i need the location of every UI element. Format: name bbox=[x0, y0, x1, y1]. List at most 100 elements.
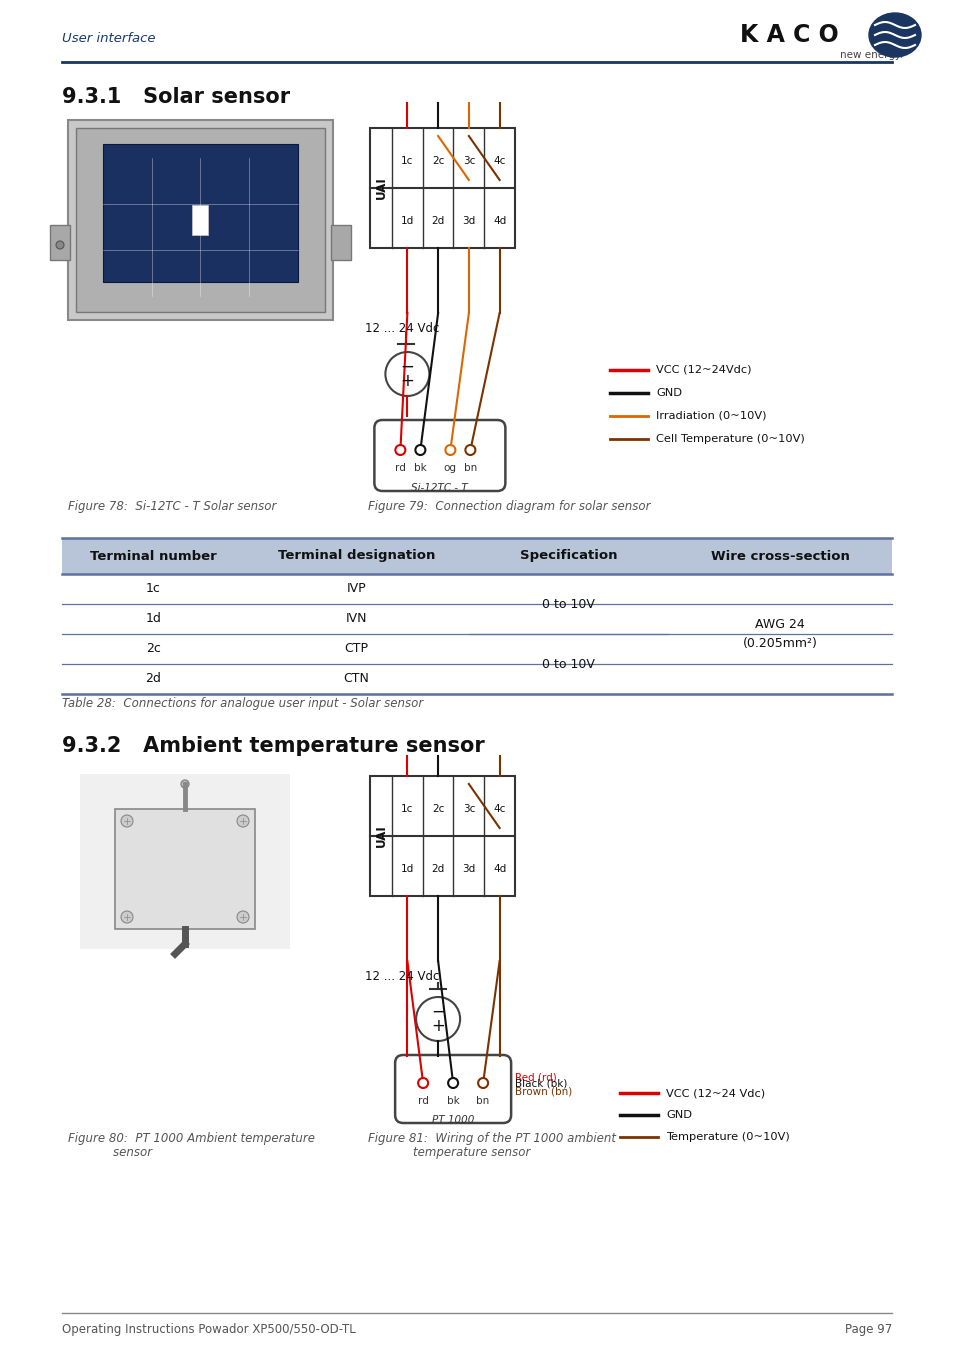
Text: Brown (bn): Brown (bn) bbox=[515, 1085, 572, 1096]
Bar bbox=[192, 205, 208, 235]
Circle shape bbox=[416, 998, 459, 1041]
Text: AWG 24
(0.205mm²): AWG 24 (0.205mm²) bbox=[741, 618, 817, 649]
Text: PT 1000: PT 1000 bbox=[432, 1115, 474, 1125]
Text: Terminal number: Terminal number bbox=[90, 549, 216, 563]
Bar bbox=[370, 128, 515, 248]
Circle shape bbox=[465, 446, 475, 455]
Text: Wire cross-section: Wire cross-section bbox=[710, 549, 848, 563]
Text: Red (rd): Red (rd) bbox=[515, 1072, 557, 1081]
Text: IVP: IVP bbox=[347, 582, 366, 595]
Text: +: + bbox=[431, 1017, 445, 1035]
Text: K A C O: K A C O bbox=[740, 23, 838, 47]
Text: 3d: 3d bbox=[462, 216, 475, 225]
Circle shape bbox=[385, 352, 429, 396]
Circle shape bbox=[56, 242, 64, 248]
Text: 4c: 4c bbox=[493, 157, 505, 166]
Text: 1c: 1c bbox=[146, 582, 160, 595]
Text: UAI: UAI bbox=[375, 825, 387, 848]
Text: +: + bbox=[400, 373, 414, 390]
Text: IVN: IVN bbox=[346, 613, 367, 625]
Text: 1d: 1d bbox=[400, 216, 414, 225]
Ellipse shape bbox=[868, 14, 920, 57]
Circle shape bbox=[477, 1079, 488, 1088]
Circle shape bbox=[236, 911, 249, 923]
Circle shape bbox=[415, 446, 425, 455]
Text: VCC (12~24 Vdc): VCC (12~24 Vdc) bbox=[665, 1088, 764, 1098]
Text: UAI: UAI bbox=[375, 177, 387, 200]
Text: −: − bbox=[431, 1003, 445, 1021]
FancyBboxPatch shape bbox=[374, 420, 505, 491]
Text: new energy.: new energy. bbox=[840, 50, 902, 59]
Text: 2d: 2d bbox=[431, 864, 444, 873]
Text: CTP: CTP bbox=[344, 643, 368, 656]
Bar bbox=[68, 120, 333, 320]
Text: Figure 78:  Si-12TC - T Solar sensor: Figure 78: Si-12TC - T Solar sensor bbox=[68, 500, 276, 513]
Text: bn: bn bbox=[463, 463, 476, 472]
Text: User interface: User interface bbox=[62, 31, 155, 45]
Text: Figure 80:  PT 1000 Ambient temperature: Figure 80: PT 1000 Ambient temperature bbox=[68, 1133, 314, 1145]
Text: Black (bk): Black (bk) bbox=[515, 1079, 567, 1089]
Bar bbox=[331, 225, 351, 261]
Circle shape bbox=[417, 1079, 428, 1088]
Text: 1d: 1d bbox=[400, 864, 414, 873]
Bar bbox=[50, 225, 70, 261]
Text: Temperature (0~10V): Temperature (0~10V) bbox=[665, 1133, 789, 1142]
Text: Figure 81:  Wiring of the PT 1000 ambient: Figure 81: Wiring of the PT 1000 ambient bbox=[368, 1133, 616, 1145]
Text: GND: GND bbox=[656, 387, 681, 398]
Text: 12 ... 24 Vdc: 12 ... 24 Vdc bbox=[365, 321, 439, 335]
Circle shape bbox=[448, 1079, 457, 1088]
Text: 3d: 3d bbox=[462, 864, 475, 873]
Text: VCC (12~24Vdc): VCC (12~24Vdc) bbox=[656, 364, 751, 375]
Text: Specification: Specification bbox=[519, 549, 617, 563]
Text: 0 to 10V: 0 to 10V bbox=[541, 598, 594, 610]
Bar bbox=[80, 774, 290, 949]
Text: GND: GND bbox=[665, 1110, 691, 1120]
Text: bk: bk bbox=[414, 463, 426, 472]
Text: 3c: 3c bbox=[462, 805, 475, 814]
Text: 1c: 1c bbox=[401, 157, 414, 166]
Text: sensor: sensor bbox=[68, 1146, 152, 1160]
Circle shape bbox=[181, 780, 189, 788]
Text: 12 ... 24 Vdc: 12 ... 24 Vdc bbox=[365, 969, 439, 983]
Text: bn: bn bbox=[476, 1096, 489, 1106]
Text: 4d: 4d bbox=[493, 216, 506, 225]
Text: bk: bk bbox=[446, 1096, 459, 1106]
Circle shape bbox=[121, 815, 132, 828]
Text: Table 28:  Connections for analogue user input - Solar sensor: Table 28: Connections for analogue user … bbox=[62, 697, 423, 710]
Text: 2d: 2d bbox=[431, 216, 444, 225]
Text: 0 to 10V: 0 to 10V bbox=[541, 657, 594, 671]
Bar bbox=[62, 539, 891, 574]
Text: 2d: 2d bbox=[145, 672, 161, 686]
Text: 4d: 4d bbox=[493, 864, 506, 873]
Circle shape bbox=[236, 815, 249, 828]
Text: 3c: 3c bbox=[462, 157, 475, 166]
Text: Page 97: Page 97 bbox=[843, 1323, 891, 1336]
FancyBboxPatch shape bbox=[395, 1054, 511, 1123]
Text: rd: rd bbox=[417, 1096, 428, 1106]
Text: −: − bbox=[400, 358, 414, 377]
Text: 4c: 4c bbox=[493, 805, 505, 814]
Text: og: og bbox=[443, 463, 456, 472]
Text: 2c: 2c bbox=[146, 643, 160, 656]
Circle shape bbox=[445, 446, 455, 455]
Text: Figure 79:  Connection diagram for solar sensor: Figure 79: Connection diagram for solar … bbox=[368, 500, 650, 513]
Bar bbox=[76, 128, 325, 312]
Circle shape bbox=[395, 446, 405, 455]
Text: Si-12TC - T: Si-12TC - T bbox=[411, 483, 468, 493]
Bar bbox=[370, 776, 515, 896]
Text: 2c: 2c bbox=[432, 805, 444, 814]
Text: 2c: 2c bbox=[432, 157, 444, 166]
Text: Terminal designation: Terminal designation bbox=[277, 549, 435, 563]
Text: 1c: 1c bbox=[401, 805, 414, 814]
Text: Irradiation (0~10V): Irradiation (0~10V) bbox=[656, 410, 765, 421]
Bar bbox=[115, 809, 254, 929]
Text: CTN: CTN bbox=[343, 672, 369, 686]
Text: temperature sensor: temperature sensor bbox=[368, 1146, 530, 1160]
Text: 9.3.1   Solar sensor: 9.3.1 Solar sensor bbox=[62, 86, 290, 107]
Bar bbox=[103, 144, 297, 282]
Text: 1d: 1d bbox=[145, 613, 161, 625]
Text: rd: rd bbox=[395, 463, 405, 472]
Text: 9.3.2   Ambient temperature sensor: 9.3.2 Ambient temperature sensor bbox=[62, 736, 484, 756]
Text: Cell Temperature (0~10V): Cell Temperature (0~10V) bbox=[656, 433, 804, 444]
Circle shape bbox=[121, 911, 132, 923]
